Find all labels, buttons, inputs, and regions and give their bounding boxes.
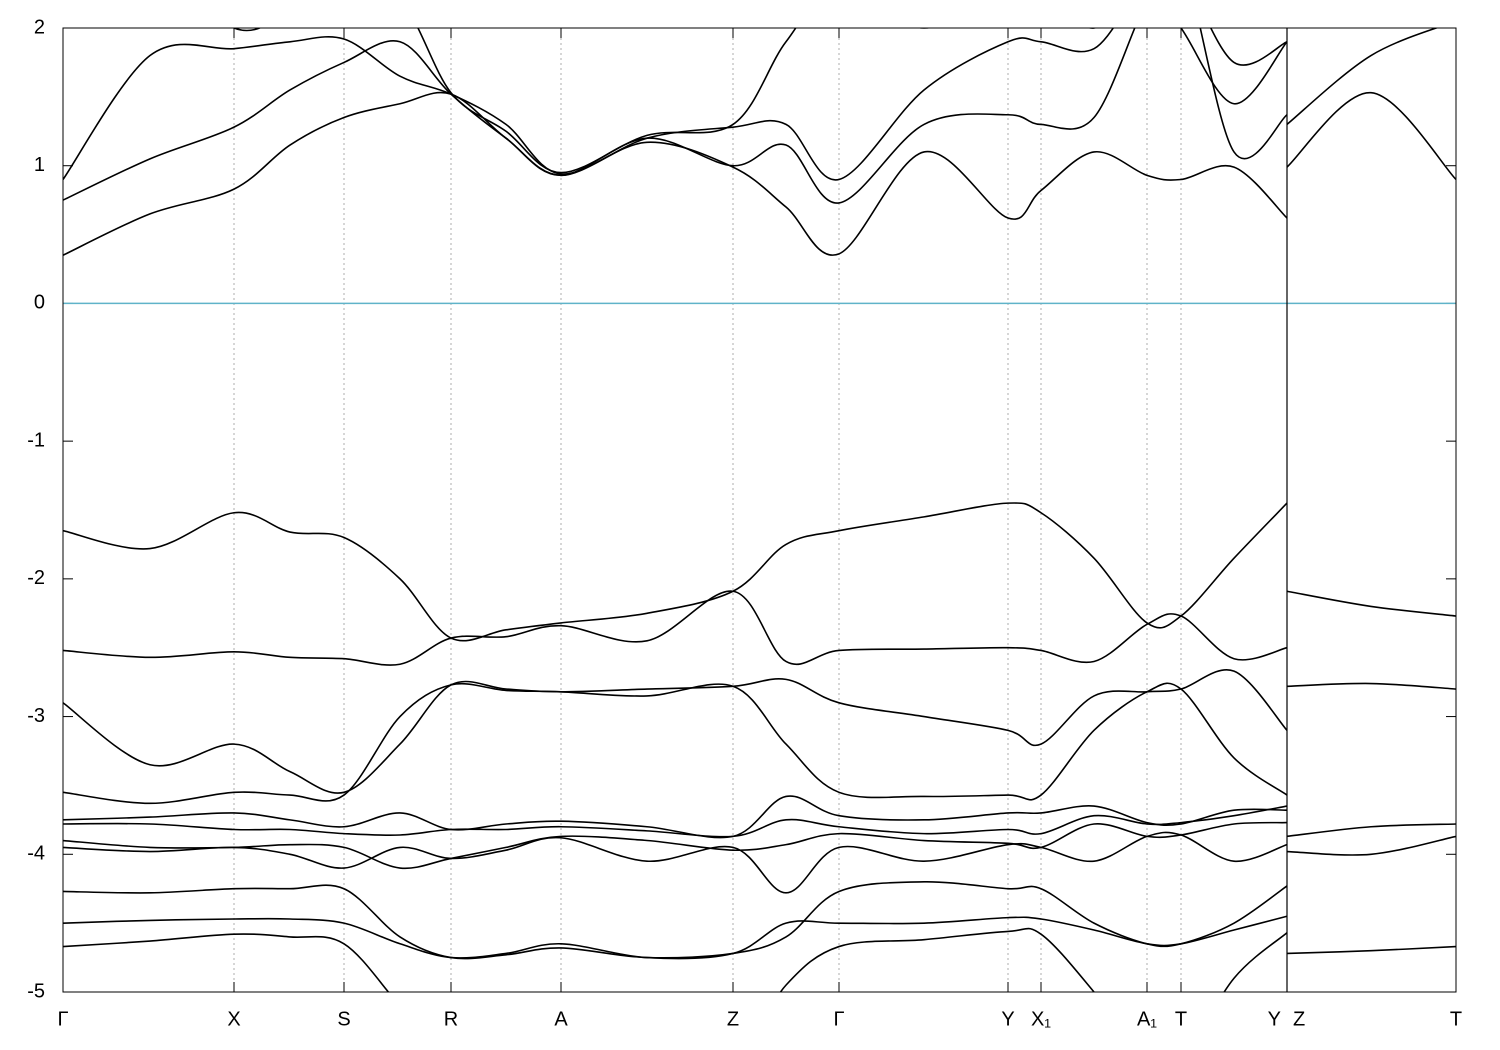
x-tick-label: Y (1001, 1008, 1014, 1030)
x-tick-label: Y (1268, 1008, 1281, 1030)
plot-frame (62, 27, 1457, 993)
y-tick-label: -4 (27, 843, 45, 865)
y-tick-label: 0 (34, 292, 45, 314)
y-tick-label: 2 (34, 16, 45, 38)
band (1286, 91, 1456, 181)
band (1286, 682, 1456, 690)
band (63, 28, 1288, 181)
y-tick-label: -1 (27, 429, 45, 451)
band (63, 831, 1288, 894)
band (63, 28, 1288, 204)
x-tick-label: Γ (57, 1008, 68, 1030)
x-tick-label: Γ (833, 1008, 844, 1030)
band (1286, 823, 1456, 838)
band (1286, 945, 1456, 955)
x-tick-label: X (227, 1008, 240, 1030)
band (63, 821, 1288, 870)
x-tick-label: Z (727, 1008, 739, 1030)
band (63, 805, 1288, 838)
y-tick-label: -5 (27, 980, 45, 1002)
x-tick-label: A (554, 1008, 568, 1030)
x-tick-label: S (337, 1008, 350, 1030)
band (63, 668, 1288, 794)
band (1286, 835, 1456, 856)
x-tick-label: R (444, 1008, 458, 1030)
band (63, 91, 1288, 256)
band (63, 915, 1288, 960)
band (1286, 590, 1456, 617)
x-tick-label: Z (1293, 1008, 1305, 1030)
bands (63, 28, 1456, 992)
band (63, 682, 1288, 805)
band (63, 590, 1288, 666)
x-tick-label: A₁ (1137, 1008, 1157, 1030)
y-tick-label: -3 (27, 705, 45, 727)
band (63, 927, 1288, 992)
x-tick-label: X₁ (1031, 1008, 1051, 1030)
x-tick-label: T (1175, 1008, 1187, 1030)
band (232, 28, 1288, 174)
y-tick-label: 1 (34, 154, 45, 176)
y-tick-label: -2 (27, 567, 45, 589)
x-tick-label: T (1450, 1008, 1462, 1030)
